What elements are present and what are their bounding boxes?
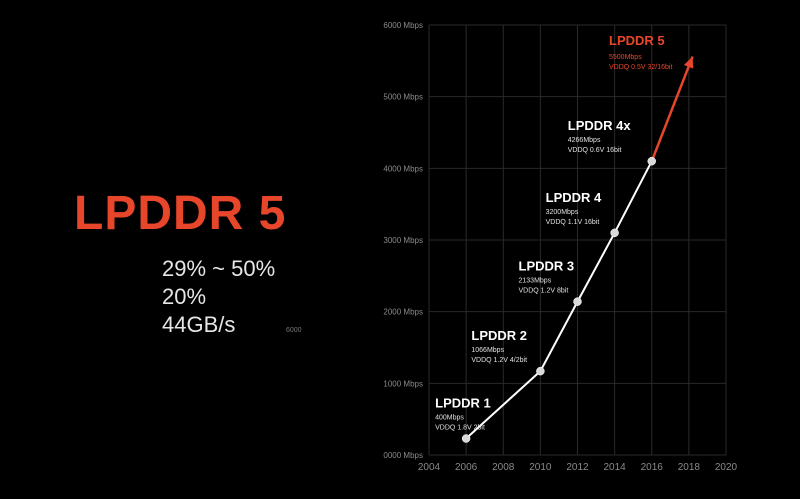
y-tick-label: 4000 Mbps [383, 164, 423, 173]
y-tick-label: 1000 Mbps [383, 379, 423, 388]
point-spec: 400Mbps [435, 415, 464, 422]
stat-efficiency: 20% [162, 284, 207, 309]
point-label: LPDDR 1 [435, 396, 491, 411]
x-tick-label: 2016 [641, 462, 664, 473]
x-tick-label: 2008 [492, 462, 515, 473]
stray-axis-label: 6000 [286, 327, 302, 334]
point-label: LPDDR 4x [568, 118, 632, 133]
x-tick-label: 2006 [455, 462, 478, 473]
x-tick-label: 2018 [678, 462, 701, 473]
x-tick-label: 2004 [418, 462, 441, 473]
x-tick-label: 2014 [604, 462, 627, 473]
point-spec: 2133Mbps [519, 278, 552, 285]
x-tick-label: 2020 [715, 462, 738, 473]
projection-arrow-head [683, 56, 694, 69]
projection-label: LPDDR 5 [609, 33, 665, 48]
y-tick-label: 5000 Mbps [383, 93, 423, 102]
projection-detail: VDDQ 0.5V 32/16bit [609, 64, 672, 71]
point-detail: VDDQ 1.2V 8bit [519, 288, 569, 295]
projection-arrow-line [650, 56, 694, 162]
data-point [647, 156, 656, 166]
point-label: LPDDR 4 [546, 190, 602, 205]
data-point [573, 297, 582, 306]
data-point [610, 228, 619, 238]
headline: LPDDR 5 [74, 187, 287, 240]
y-tick-label: 0000 Mbps [383, 451, 423, 460]
point-detail: VDDQ 1.1V 16bit [546, 219, 600, 226]
left-panel: LPDDR 5 29% ~ 50% 20% 44GB/s 6000 [0, 0, 330, 499]
point-spec: 3200Mbps [546, 209, 579, 216]
data-point [536, 366, 545, 376]
y-tick-label: 6000 Mbps [383, 21, 423, 30]
point-label: LPDDR 2 [471, 328, 527, 343]
chart-grid [428, 24, 727, 456]
x-tick-label: 2012 [566, 462, 589, 473]
chart-points [461, 156, 656, 443]
y-tick-label: 2000 Mbps [383, 308, 423, 317]
chart-labels: LPDDR 1 400Mbps VDDQ 1.8V 2bit LPDDR 2 1066M… [435, 33, 672, 432]
data-point [461, 434, 471, 443]
stat-bandwidth: 44GB/s [162, 312, 236, 337]
point-detail: VDDQ 1.8V 2bit [435, 425, 485, 432]
stat-power: 29% ~ 50% [162, 256, 276, 281]
projection-spec: 5500Mbps [609, 54, 642, 61]
y-tick-label: 3000 Mbps [383, 236, 423, 245]
point-detail: VDDQ 0.6V 16bit [568, 147, 622, 154]
chart-axes: 2004 2006 2008 2010 2012 2014 2016 2018 2020 0000… [383, 21, 737, 473]
point-spec: 4266Mbps [568, 137, 601, 144]
point-label: LPDDR 3 [519, 259, 575, 274]
x-tick-label: 2010 [529, 462, 552, 473]
point-spec: 1066Mbps [471, 347, 504, 354]
point-detail: VDDQ 1.2V 4/2bit [471, 357, 527, 364]
chart-lines [465, 56, 694, 440]
